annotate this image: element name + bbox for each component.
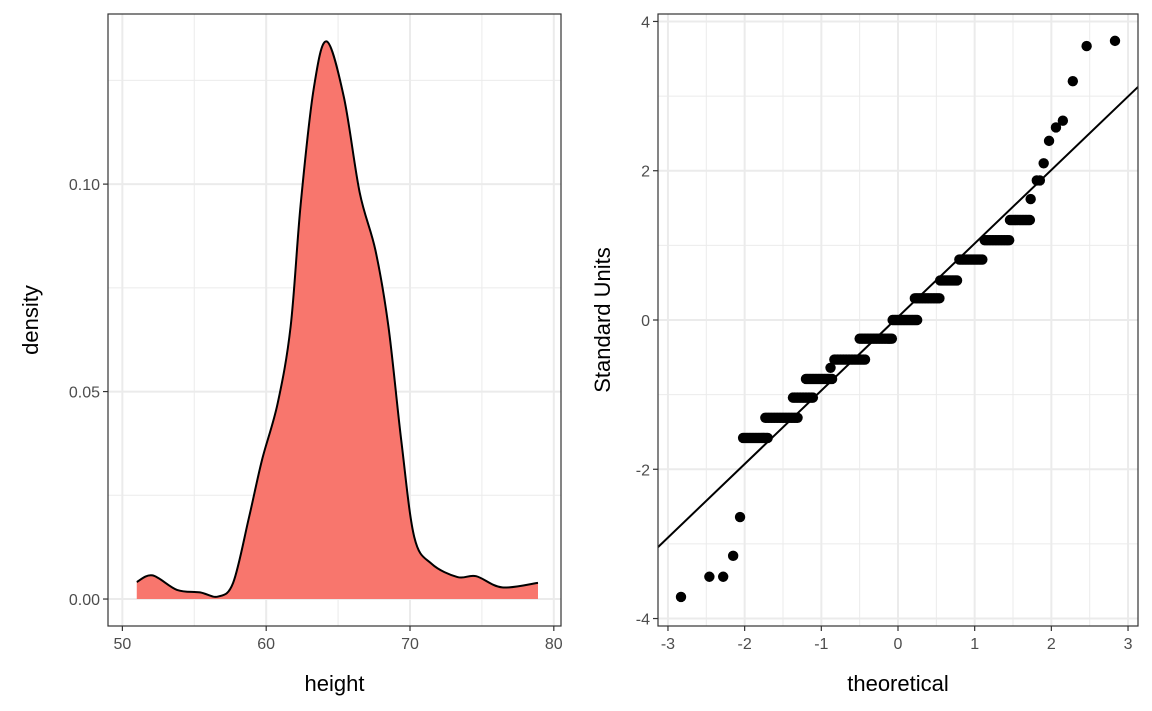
x-tick-label: 60: [257, 636, 275, 653]
qq-point: [1081, 40, 1092, 52]
x-tick-label: -2: [738, 636, 752, 653]
y-tick-label: -2: [636, 462, 650, 479]
x-axis-title: theoretical: [847, 671, 949, 696]
qq-point: [675, 591, 687, 603]
data-marks: [136, 40, 539, 600]
qq-point: [1043, 135, 1055, 147]
qq-point: [1109, 35, 1121, 47]
qq-point: [1067, 75, 1079, 87]
x-tick-label: 0: [894, 636, 903, 653]
qq-point: [727, 550, 739, 562]
x-tick-label: -3: [661, 636, 675, 653]
qq-point: [1038, 158, 1049, 169]
qq-point: [977, 254, 988, 265]
x-tick-label: -1: [814, 636, 828, 653]
x-tick-label: 3: [1124, 636, 1133, 653]
x-tick-label: 80: [545, 636, 563, 653]
y-tick-label: -4: [636, 612, 650, 629]
y-axis-title: density: [18, 285, 43, 355]
density-curve: [136, 40, 539, 598]
qq-point: [911, 314, 923, 326]
qq-point: [951, 275, 963, 286]
x-axis-title: height: [305, 671, 365, 696]
panel-border: [107, 13, 562, 627]
qq-point: [1050, 122, 1062, 133]
y-tick-label: 0.10: [69, 177, 100, 194]
y-tick-label: 0: [641, 313, 650, 330]
qq-point: [886, 333, 898, 344]
qq-panel: -3 -2 -1 0 1 2 3 -4 -2 0 2 4 theoretical Standard Uni…: [590, 13, 1139, 696]
qq-point: [1024, 214, 1036, 226]
qq-point: [807, 392, 819, 403]
qq-point: [934, 293, 945, 304]
panel-border: [657, 13, 1139, 627]
qq-point: [734, 511, 746, 523]
density-panel: 50 60 70 80 0.00 0.05 0.10 height density: [18, 13, 563, 696]
x-tick-label: 2: [1047, 636, 1056, 653]
x-tick-label: 70: [401, 636, 419, 653]
y-axis-title: Standard Units: [590, 247, 615, 393]
x-tick-label: 50: [113, 636, 131, 653]
qq-point: [1025, 193, 1036, 205]
data-marks: [658, 35, 1138, 603]
qq-point: [1057, 115, 1069, 126]
qq-point: [826, 373, 838, 385]
qq-point: [717, 571, 729, 582]
qq-point: [1003, 234, 1015, 246]
qq-point: [825, 362, 836, 373]
qq-point: [762, 432, 773, 444]
y-tick-label: 2: [641, 164, 650, 181]
y-tick-label: 0.00: [69, 592, 100, 609]
qq-point: [1034, 175, 1046, 186]
qq-point: [704, 571, 715, 582]
x-tick-label: 1: [970, 636, 979, 653]
y-tick-label: 0.05: [69, 385, 100, 402]
qq-point: [792, 412, 803, 423]
qq-point: [859, 354, 871, 365]
density-area: [136, 41, 538, 600]
y-tick-label: 4: [641, 14, 650, 31]
